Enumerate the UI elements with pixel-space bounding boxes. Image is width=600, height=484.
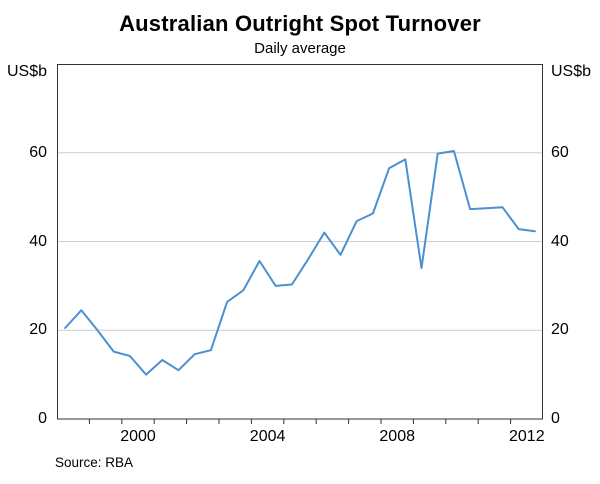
chart-subtitle: Daily average	[254, 40, 346, 57]
turnover-line	[64, 150, 536, 376]
y-axis-unit-left: US$b	[6, 63, 47, 80]
source-note: Source: RBA	[55, 455, 134, 470]
x-tick-label: 2004	[249, 428, 286, 445]
y-tick-label-right: 60	[551, 143, 569, 161]
chart-title: Australian Outright Spot Turnover	[119, 11, 481, 36]
y-tick-label-right: 20	[551, 321, 569, 339]
y-tick-label-left: 20	[29, 321, 47, 339]
y-tick-label-left: 60	[29, 143, 47, 161]
plot-area	[57, 64, 543, 426]
y-tick-label-left: 0	[38, 410, 47, 427]
x-tick-label: 2000	[120, 428, 156, 445]
y-tick-label-right: 40	[551, 232, 569, 250]
gridlines	[58, 152, 542, 331]
x-tick-label: 2012	[509, 428, 545, 445]
y-axis-unit-right: US$b	[551, 63, 592, 80]
y-tick-label-left: 40	[29, 232, 47, 250]
x-tick-label: 2008	[379, 428, 415, 445]
y-tick-label-right: 0	[551, 410, 560, 427]
plot-border	[57, 64, 543, 420]
chart-canvas	[57, 64, 543, 424]
